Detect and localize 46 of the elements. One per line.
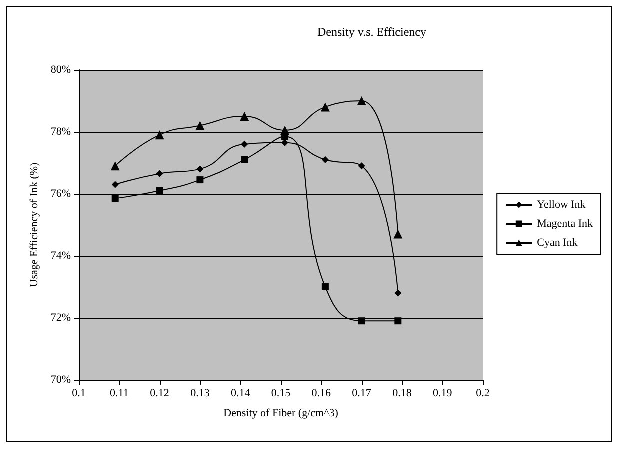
point [394, 230, 403, 239]
y-tick-label: 74% [50, 250, 71, 262]
x-tick-label: 0.15 [271, 388, 292, 400]
point [280, 126, 290, 135]
point [357, 96, 366, 106]
point [155, 130, 164, 140]
point [394, 290, 402, 297]
point [322, 156, 329, 164]
x-tick-label: 0.1 [72, 388, 86, 400]
point [240, 112, 250, 121]
point [112, 181, 119, 188]
point [241, 156, 248, 164]
x-tick-label: 0.13 [190, 388, 210, 400]
y-tick-label: 70% [50, 374, 71, 386]
x-tick-label: 0.14 [230, 388, 251, 400]
x-tick-label: 0.19 [432, 388, 453, 400]
y-tick-label: 78% [50, 126, 71, 138]
x-tick-label: 0.18 [392, 388, 412, 400]
point [196, 166, 204, 173]
x-tick-label: 0.17 [352, 388, 372, 400]
point [320, 102, 330, 112]
point [358, 318, 366, 325]
point [241, 140, 248, 148]
point [112, 195, 119, 202]
y-tick-label: 72% [50, 312, 71, 324]
point [196, 176, 204, 184]
y-tick-label: 80% [50, 64, 71, 76]
point [394, 318, 402, 325]
legend-label: Yellow Ink [537, 199, 586, 211]
chart-title: Density v.s. Efficiency [318, 25, 426, 39]
point [156, 170, 164, 178]
legend-label: Cyan Ink [537, 237, 578, 249]
point [322, 284, 329, 290]
y-axis-title: Usage Efficiency of Ink (%) [28, 162, 40, 288]
point [196, 121, 205, 130]
point [358, 162, 366, 170]
x-tick-label: 0.12 [150, 388, 170, 400]
legend-label: Magenta Ink [537, 218, 594, 230]
x-tick-label: 0.16 [312, 388, 332, 400]
x-axis-title: Density of Fiber (g/cm^3) [224, 408, 339, 420]
x-tick-label: 0.2 [476, 388, 490, 400]
point [282, 139, 289, 146]
point [110, 162, 120, 171]
x-tick-label: 0.11 [110, 388, 129, 400]
point [156, 187, 164, 194]
y-tick-label: 76% [50, 188, 71, 200]
